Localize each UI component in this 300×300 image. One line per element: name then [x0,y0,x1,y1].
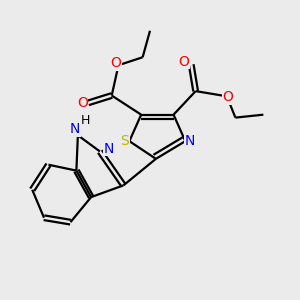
Text: N: N [184,134,195,148]
Text: O: O [178,55,189,69]
Text: S: S [121,134,129,148]
Text: O: O [111,56,122,70]
Text: O: O [223,90,233,104]
Text: N: N [103,142,114,155]
Text: O: O [77,96,88,110]
Text: H: H [80,114,90,127]
Text: N: N [70,122,80,136]
